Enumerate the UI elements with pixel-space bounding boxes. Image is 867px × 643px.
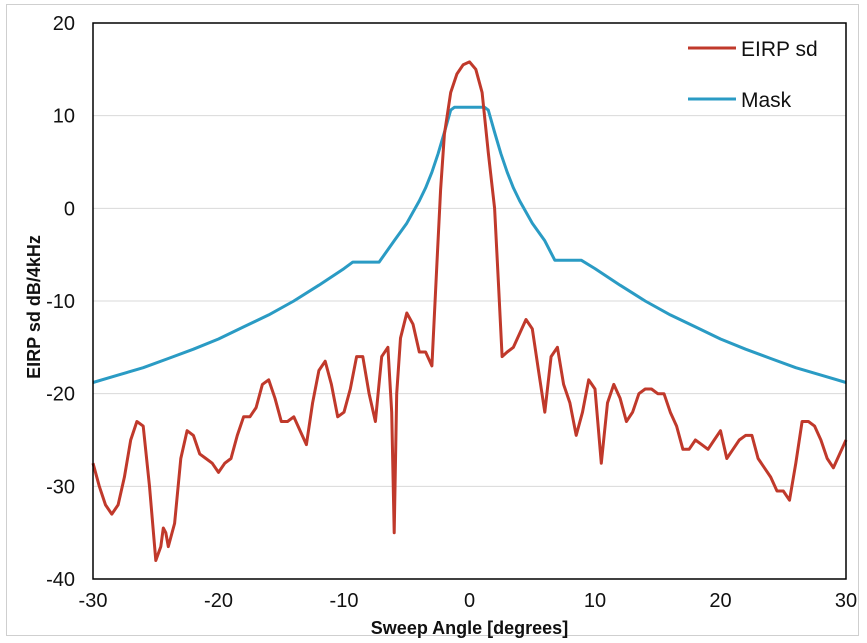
y-tick-labels: -40 -30 -20 -10 0 10 20 <box>46 13 75 591</box>
legend-label-eirp: EIRP sd <box>741 38 818 61</box>
x-axis-title: Sweep Angle [degrees] <box>371 618 568 638</box>
x-tick-label: -20 <box>204 590 233 612</box>
y-tick-label: 0 <box>64 198 75 220</box>
plot-border <box>92 22 847 580</box>
y-tick-label: 10 <box>53 106 75 128</box>
x-tick-label: -10 <box>330 590 359 612</box>
x-tick-label: 0 <box>464 590 475 612</box>
x-tick-label: 20 <box>709 590 731 612</box>
legend-label-mask: Mask <box>741 89 792 112</box>
y-tick-label: -30 <box>46 476 75 498</box>
series-layer <box>91 60 848 562</box>
series-line-eirp-sd <box>91 60 848 562</box>
y-tick-label: -20 <box>46 384 75 406</box>
y-tick-label: -40 <box>46 569 75 591</box>
x-tick-label: -30 <box>79 590 108 612</box>
x-tick-label: 10 <box>584 590 606 612</box>
legend: EIRP sd Mask <box>688 38 818 112</box>
y-tick-label: -10 <box>46 291 75 313</box>
x-tick-labels: -30 -20 -10 0 10 20 30 <box>79 590 858 612</box>
series-line-mask <box>92 105 847 384</box>
y-tick-label: 20 <box>53 13 75 35</box>
chart-frame <box>6 4 859 636</box>
y-axis-title: EIRP sd dB/4kHz <box>24 235 44 379</box>
x-tick-label: 30 <box>835 590 857 612</box>
